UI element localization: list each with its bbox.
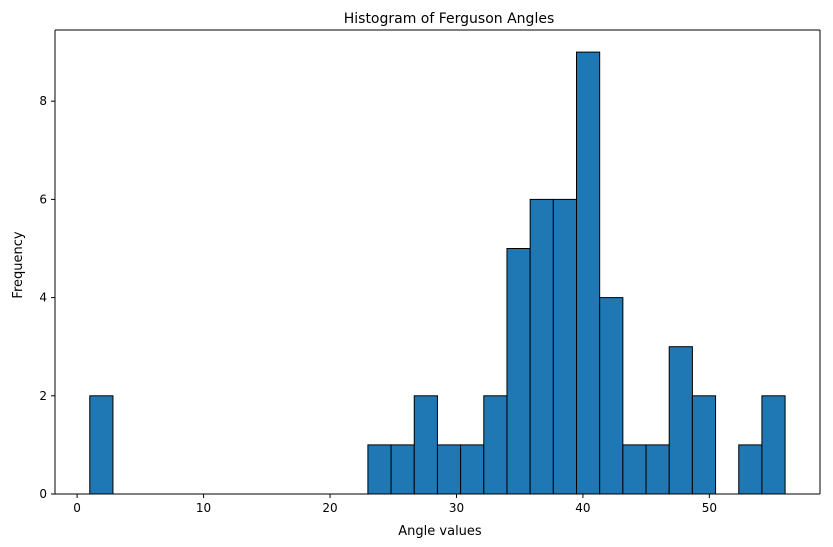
histogram-bar — [506, 248, 531, 495]
histogram-bar — [413, 395, 438, 495]
histogram-bar — [691, 395, 717, 495]
histogram-bar — [460, 444, 485, 495]
histogram-bar — [645, 444, 670, 495]
histogram-bar — [668, 346, 693, 495]
y-tick-label: 0 — [39, 487, 47, 501]
x-tick-label: 20 — [322, 501, 337, 515]
axes-frame — [54, 29, 821, 495]
x-tick-label: 10 — [196, 501, 211, 515]
y-tick-label: 2 — [39, 389, 47, 403]
histogram-bar — [483, 395, 508, 495]
histogram-bar — [761, 395, 786, 495]
y-axis-label: Frequency — [11, 231, 26, 298]
bars-group — [89, 51, 786, 495]
histogram-bar — [552, 198, 578, 495]
y-tick-label: 8 — [39, 94, 47, 108]
y-tick-label: 6 — [39, 192, 47, 206]
histogram-bar — [436, 444, 462, 495]
x-axis-ticks: 0 10 20 30 40 50 — [73, 494, 717, 515]
histogram-bar — [738, 444, 763, 495]
y-tick-label: 4 — [39, 291, 47, 305]
histogram-bar — [599, 297, 624, 495]
x-axis-label: Angle values — [398, 524, 482, 539]
histogram-bar — [390, 444, 415, 495]
y-axis-ticks: 0 2 4 6 8 — [39, 94, 55, 501]
histogram-bar — [529, 198, 554, 495]
x-tick-label: 30 — [449, 501, 464, 515]
histogram-bar — [622, 444, 647, 495]
histogram-bar — [576, 51, 601, 495]
x-tick-label: 0 — [73, 501, 81, 515]
chart-title: Histogram of Ferguson Angles — [344, 11, 555, 27]
histogram-bar — [89, 395, 114, 495]
histogram-bar — [367, 444, 392, 495]
x-tick-label: 50 — [702, 501, 717, 515]
x-tick-label: 40 — [575, 501, 590, 515]
